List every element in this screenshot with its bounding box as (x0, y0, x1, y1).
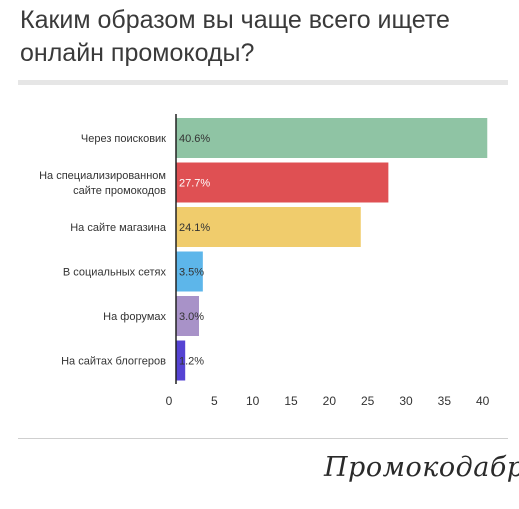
category-label-5: На сайтах блоггеров (61, 356, 166, 368)
data-label-1: 27.7% (179, 178, 210, 190)
x-tick-label-5: 25 (361, 394, 375, 408)
x-tick-label-0: 0 (166, 394, 173, 408)
bar-2 (176, 207, 361, 247)
x-tick-label-8: 40 (476, 394, 490, 408)
brand-logo: Промокодабра (324, 452, 519, 483)
data-label-5: 1.2% (179, 356, 204, 368)
category-label-0: Через поисковик (81, 133, 166, 145)
x-tick-label-1: 5 (211, 394, 218, 408)
data-label-3: 3.5% (179, 267, 204, 279)
footer-divider (18, 438, 508, 439)
x-tick-label-4: 20 (323, 394, 337, 408)
bar-5 (176, 340, 186, 381)
data-label-2: 24.1% (179, 222, 210, 234)
category-label-1: На специализированном сайте промокодов (39, 170, 166, 197)
title-divider (18, 80, 508, 85)
bar-chart: 40.6% Через поисковик 27.7% На специализиро… (39, 114, 490, 408)
x-tick-label-3: 15 (284, 394, 298, 408)
x-tick-label-6: 30 (399, 394, 413, 408)
data-label-4: 3.0% (179, 311, 204, 323)
category-label-4: На форумах (103, 311, 166, 323)
bar-4 (176, 296, 199, 336)
x-tick-label-7: 35 (438, 394, 452, 408)
bar-1 (176, 162, 389, 203)
bar-0 (176, 118, 488, 158)
chart-title: Каким образом вы чаще всего ищете онлайн… (20, 6, 450, 67)
category-label-2: На сайте магазина (70, 222, 167, 234)
bar-3 (176, 251, 203, 292)
data-label-0: 40.6% (179, 133, 210, 145)
x-tick-label-2: 10 (246, 394, 260, 408)
category-label-3: В социальных сетях (63, 267, 167, 279)
